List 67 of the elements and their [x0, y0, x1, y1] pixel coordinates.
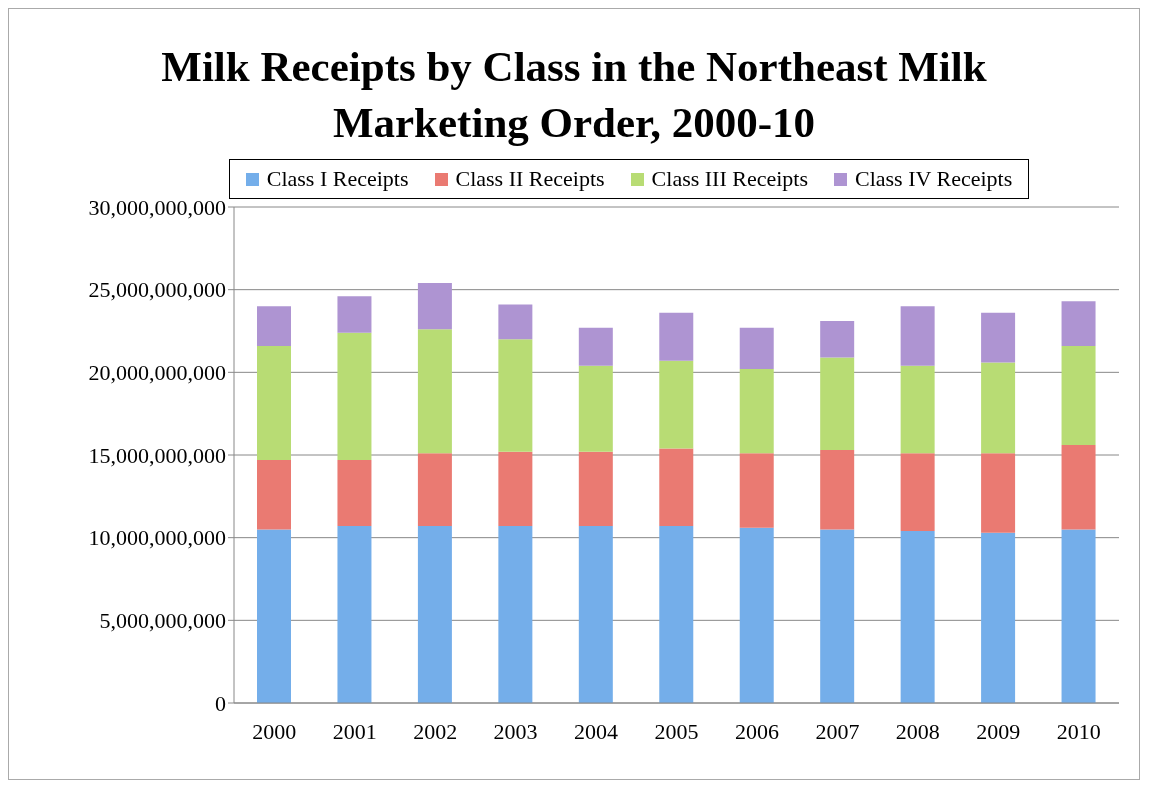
- x-tick-label: 2002: [413, 718, 458, 744]
- bar: [739, 453, 774, 528]
- bar: [417, 329, 452, 454]
- bar: [981, 362, 1016, 454]
- y-tick-label: 20,000,000,000: [88, 360, 226, 386]
- bar: [659, 312, 694, 361]
- bar: [1061, 445, 1096, 530]
- x-tick-label: 2005: [654, 718, 699, 744]
- bar: [900, 306, 935, 366]
- bar: [659, 526, 694, 703]
- chart-title: Milk Receipts by Class in the Northeast Milk Marketing Order, 2000-10: [160, 42, 988, 148]
- bar: [337, 459, 372, 527]
- bar: [739, 527, 774, 703]
- x-tick-label: 2003: [493, 718, 538, 744]
- bar: [659, 448, 694, 527]
- bar: [257, 529, 291, 703]
- x-tick-label: 2007: [815, 718, 860, 744]
- bar: [981, 453, 1016, 533]
- bar: [820, 357, 855, 451]
- bar: [337, 296, 372, 333]
- bar: [578, 451, 613, 527]
- bar: [1061, 301, 1096, 346]
- bar: [981, 532, 1016, 703]
- bar: [257, 306, 291, 346]
- bar: [417, 526, 452, 703]
- x-tick-label: 2008: [895, 718, 940, 744]
- bar: [498, 451, 533, 527]
- bar: [578, 365, 613, 452]
- y-tick-label: 25,000,000,000: [88, 277, 226, 303]
- legend-label: Class III Receipts: [651, 166, 808, 192]
- bar: [578, 526, 613, 703]
- x-tick-label: 2004: [574, 718, 619, 744]
- x-tick-label: 2009: [976, 718, 1021, 744]
- bar: [820, 529, 855, 703]
- bar: [659, 360, 694, 449]
- x-tick-label: 2000: [252, 718, 297, 744]
- legend-label: Class II Receipts: [455, 166, 605, 192]
- bar: [417, 283, 452, 330]
- bar: [1061, 345, 1096, 446]
- bar: [337, 526, 372, 703]
- bar: [739, 327, 774, 370]
- y-tick-label: 5,000,000,000: [99, 608, 226, 634]
- bar: [578, 327, 613, 366]
- bar: [337, 332, 372, 460]
- bar: [981, 312, 1016, 363]
- y-tick-label: 0: [215, 690, 226, 716]
- x-tick-label: 2010: [1056, 718, 1101, 744]
- bar: [900, 365, 935, 454]
- legend-label: Class IV Receipts: [855, 166, 1013, 192]
- bar: [257, 459, 291, 530]
- y-tick-label: 30,000,000,000: [88, 194, 226, 220]
- legend-label: Class I Receipts: [266, 166, 409, 192]
- bar: [739, 369, 774, 454]
- bar: [498, 339, 533, 452]
- bar: [900, 453, 935, 532]
- x-tick-label: 2001: [332, 718, 377, 744]
- bar: [1061, 529, 1096, 703]
- bar: [820, 321, 855, 358]
- bar: [900, 531, 935, 703]
- x-tick-label: 2006: [734, 718, 779, 744]
- bar: [498, 526, 533, 703]
- bar: [820, 450, 855, 530]
- bar: [417, 453, 452, 527]
- bar: [498, 304, 533, 340]
- bar: [257, 345, 291, 460]
- y-tick-label: 10,000,000,000: [88, 525, 226, 551]
- y-tick-label: 15,000,000,000: [88, 442, 226, 468]
